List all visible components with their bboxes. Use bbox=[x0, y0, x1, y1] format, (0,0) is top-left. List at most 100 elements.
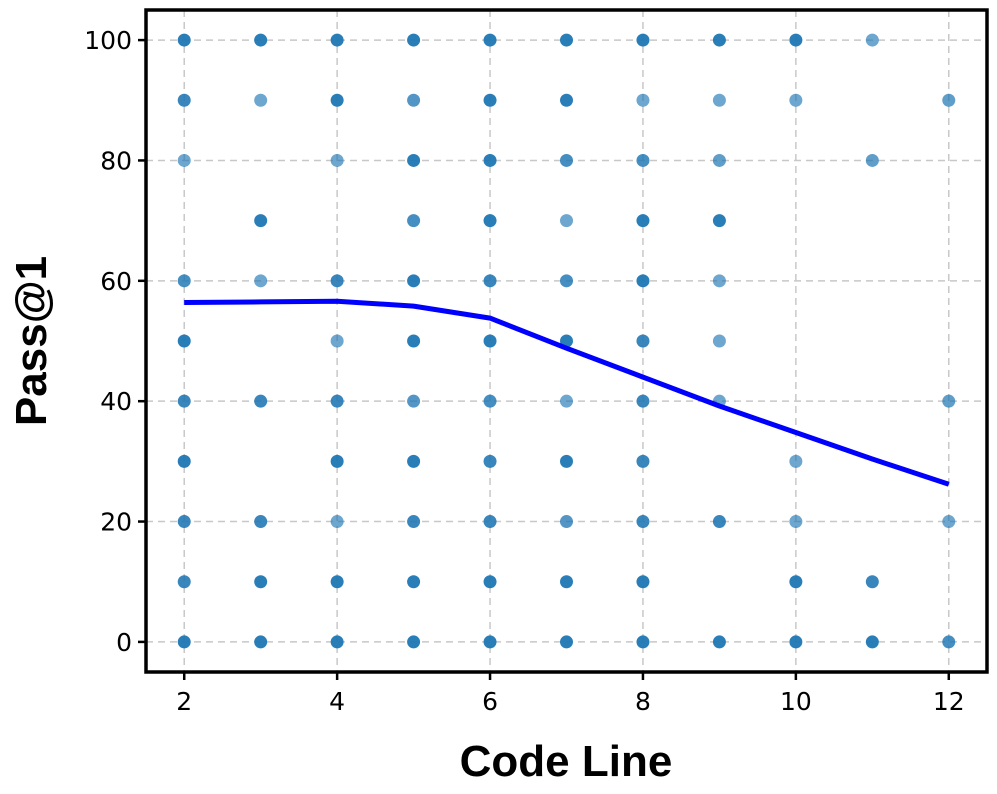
data-point bbox=[942, 635, 956, 649]
data-point bbox=[177, 334, 191, 348]
y-tick-label: 20 bbox=[100, 508, 132, 537]
data-point bbox=[789, 635, 803, 649]
data-point bbox=[712, 334, 726, 348]
trend-line bbox=[184, 298, 950, 487]
data-point bbox=[330, 153, 344, 167]
data-point bbox=[407, 515, 421, 529]
data-point bbox=[560, 575, 573, 589]
data-point bbox=[177, 454, 191, 468]
data-point bbox=[254, 394, 268, 408]
data-point bbox=[942, 394, 956, 408]
x-tick-label: 12 bbox=[933, 687, 965, 716]
data-point bbox=[712, 274, 726, 288]
data-point bbox=[407, 635, 421, 649]
data-point bbox=[942, 515, 956, 529]
data-point bbox=[483, 33, 497, 47]
data-point bbox=[254, 93, 268, 107]
data-point bbox=[789, 33, 803, 47]
data-point bbox=[560, 394, 573, 408]
x-axis-title: Code Line bbox=[460, 737, 673, 786]
data-point bbox=[483, 214, 497, 228]
data-point bbox=[789, 93, 803, 107]
data-point bbox=[712, 93, 726, 107]
data-point bbox=[177, 635, 191, 649]
data-point bbox=[636, 575, 650, 589]
data-point bbox=[636, 515, 650, 529]
data-point bbox=[483, 575, 497, 589]
data-point bbox=[254, 635, 268, 649]
data-point bbox=[865, 635, 879, 649]
data-point bbox=[407, 33, 421, 47]
data-point bbox=[560, 33, 573, 47]
data-point bbox=[407, 214, 421, 228]
data-point bbox=[254, 33, 268, 47]
y-tick-label: 0 bbox=[116, 628, 132, 657]
data-point bbox=[636, 214, 650, 228]
y-tick-label: 100 bbox=[84, 26, 132, 55]
data-point bbox=[330, 454, 344, 468]
data-point bbox=[560, 454, 573, 468]
data-points bbox=[177, 33, 956, 649]
data-point bbox=[712, 214, 726, 228]
data-point bbox=[560, 153, 573, 167]
data-point bbox=[177, 394, 191, 408]
data-point bbox=[407, 153, 421, 167]
data-point bbox=[483, 93, 497, 107]
data-point bbox=[636, 334, 650, 348]
data-point bbox=[254, 575, 268, 589]
data-point bbox=[560, 93, 573, 107]
data-point bbox=[330, 515, 344, 529]
trend-line-layer bbox=[184, 298, 950, 487]
data-point bbox=[865, 575, 879, 589]
data-point bbox=[177, 93, 191, 107]
data-point bbox=[330, 575, 344, 589]
data-point bbox=[865, 153, 879, 167]
data-point bbox=[407, 274, 421, 288]
data-point bbox=[483, 274, 497, 288]
data-point bbox=[483, 635, 497, 649]
data-point bbox=[712, 33, 726, 47]
data-point bbox=[636, 93, 650, 107]
x-tick-label: 4 bbox=[329, 687, 345, 716]
data-point bbox=[712, 153, 726, 167]
data-point bbox=[177, 575, 191, 589]
data-point bbox=[636, 394, 650, 408]
data-point bbox=[636, 33, 650, 47]
data-point bbox=[407, 394, 421, 408]
data-point bbox=[789, 515, 803, 529]
data-point bbox=[636, 454, 650, 468]
data-point bbox=[712, 515, 726, 529]
data-point bbox=[177, 274, 191, 288]
data-point bbox=[483, 394, 497, 408]
data-point bbox=[330, 93, 344, 107]
y-tick-label: 60 bbox=[100, 267, 132, 296]
data-point bbox=[560, 274, 573, 288]
data-point bbox=[177, 515, 191, 529]
axis-ticks: 2 4 6 8 10 12 0 20 40 60 80 100 bbox=[84, 26, 964, 716]
x-tick-label: 2 bbox=[176, 687, 192, 716]
data-point bbox=[254, 274, 268, 288]
data-point bbox=[407, 454, 421, 468]
data-point bbox=[560, 214, 573, 228]
data-point bbox=[942, 93, 956, 107]
data-point bbox=[330, 334, 344, 348]
data-point bbox=[789, 575, 803, 589]
data-point bbox=[330, 394, 344, 408]
x-tick-label: 8 bbox=[635, 687, 651, 716]
plot-frame bbox=[144, 8, 989, 674]
data-point bbox=[483, 334, 497, 348]
data-point bbox=[407, 334, 421, 348]
data-point bbox=[177, 33, 191, 47]
data-point bbox=[177, 153, 191, 167]
data-point bbox=[483, 515, 497, 529]
data-point bbox=[483, 454, 497, 468]
data-point bbox=[636, 153, 650, 167]
data-point bbox=[254, 214, 268, 228]
data-point bbox=[407, 93, 421, 107]
y-tick-label: 80 bbox=[100, 146, 132, 175]
data-point bbox=[712, 635, 726, 649]
x-tick-label: 10 bbox=[780, 687, 812, 716]
data-point bbox=[636, 274, 650, 288]
data-point bbox=[789, 454, 803, 468]
